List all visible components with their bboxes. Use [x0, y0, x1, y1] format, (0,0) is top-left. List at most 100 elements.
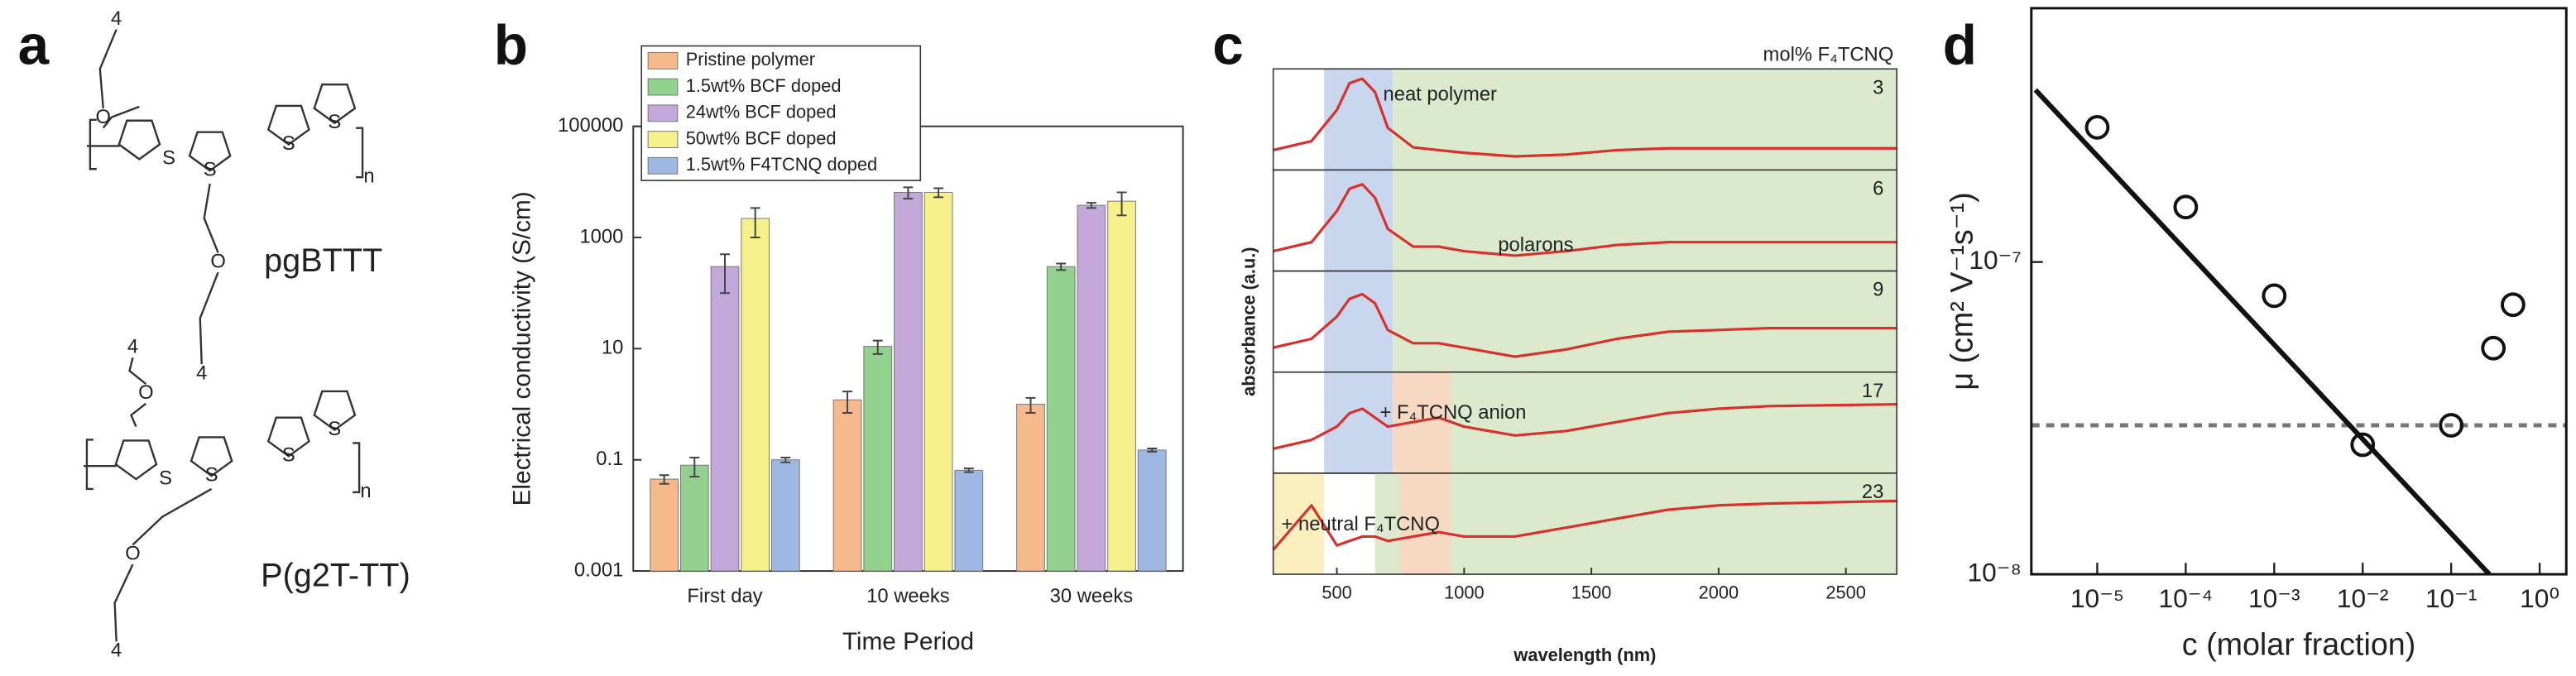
ring	[189, 436, 233, 477]
bar	[894, 191, 923, 572]
atom-label: S	[162, 147, 175, 170]
spectrum-line	[1273, 292, 1897, 358]
error-bar	[1086, 202, 1096, 209]
data-point	[2481, 335, 2506, 361]
bar	[1077, 204, 1106, 572]
error-bar	[780, 456, 791, 463]
error-bar	[963, 467, 974, 473]
x-tick-label: 10⁰	[2520, 583, 2559, 613]
y-axis-label: absorbance (a.u.)	[1239, 247, 1259, 396]
atom-label: 4	[127, 336, 138, 358]
band-region	[1374, 472, 1401, 575]
bar	[679, 464, 709, 572]
atom-label: 4	[196, 362, 207, 384]
fit-line	[2033, 88, 2492, 575]
error-bar	[689, 456, 700, 477]
chart-title: mol% F₄TCNQ	[1763, 44, 1894, 66]
bar	[650, 478, 679, 572]
annotation: + F₄TCNQ anion	[1380, 401, 1527, 424]
annotation: polarons	[1498, 234, 1573, 256]
x-axis-label: c (molar fraction)	[2182, 626, 2415, 661]
y-tick-label: 10	[602, 337, 623, 359]
band-region	[1393, 170, 1897, 271]
spectrum-line	[1272, 499, 1897, 551]
x-tick-label: 10⁻¹	[2425, 583, 2478, 613]
legend-swatch	[647, 131, 679, 148]
panel-letter: a	[18, 14, 50, 76]
error-bar	[1056, 262, 1067, 271]
x-tick-label: 2000	[1699, 583, 1739, 603]
ring	[266, 104, 310, 146]
data-point	[2084, 115, 2110, 140]
atom-label: S	[328, 111, 341, 133]
x-axis-label: Time Period	[842, 628, 974, 655]
legend-label: 50wt% BCF doped	[686, 127, 837, 148]
chain	[102, 105, 140, 129]
series-label: 9	[1873, 279, 1883, 301]
bar	[1137, 449, 1167, 572]
x-tick-label: 10⁻²	[2337, 583, 2389, 613]
legend-label: 24wt% BCF doped	[686, 102, 837, 122]
ring	[313, 390, 357, 432]
error-bar	[720, 253, 730, 295]
x-tick-label: 10⁻⁴	[2159, 583, 2214, 613]
error-bar	[659, 474, 669, 485]
y-axis-label: Electrical conductivity (S/cm)	[508, 191, 535, 506]
bar	[1107, 200, 1136, 572]
atom-label: S	[205, 463, 218, 486]
error-bar	[933, 187, 944, 199]
legend-swatch	[647, 156, 679, 175]
panel-letter: c	[1212, 14, 1244, 76]
structure-name: P(g2T-TT)	[261, 558, 410, 594]
atom-label: O	[125, 543, 141, 565]
x-tick-label: 1500	[1571, 583, 1612, 603]
x-tick-label: 10⁻⁵	[2070, 583, 2124, 613]
y-tick-label: 10⁻⁸	[1967, 557, 2021, 587]
bar	[710, 266, 740, 572]
structure-name: pgBTTT	[264, 242, 382, 279]
chain	[128, 357, 147, 385]
series-label: 23	[1862, 481, 1883, 503]
chain	[113, 563, 134, 642]
x-tick-label: 500	[1322, 583, 1351, 603]
bar	[1046, 266, 1076, 572]
chain	[130, 402, 147, 428]
bracket	[85, 439, 94, 491]
error-bar	[1147, 448, 1158, 453]
y-axis-label: μ (cm² V⁻¹s⁻¹)	[1944, 192, 1979, 390]
atom-label: S	[159, 467, 172, 489]
x-tick-label: 1000	[1444, 583, 1485, 603]
x-tick-label: 2500	[1825, 583, 1866, 603]
atom-label: n	[360, 480, 371, 502]
annotation: + neutral F₄TCNQ	[1282, 513, 1440, 535]
ring	[114, 439, 158, 481]
legend-label: 1.5wt% F4TCNQ doped	[686, 154, 877, 175]
band-region	[1273, 472, 1325, 575]
error-bar	[750, 207, 760, 239]
subplot-frame	[1272, 472, 1897, 575]
legend-box	[640, 45, 922, 181]
band-region	[1393, 271, 1897, 372]
series-label: 3	[1873, 76, 1883, 98]
atom-label: S	[204, 159, 217, 181]
error-bar	[1116, 191, 1127, 217]
error-bar	[1025, 396, 1036, 414]
panel-letter: d	[1943, 14, 1977, 76]
ring	[313, 83, 357, 125]
legend-swatch	[647, 51, 679, 70]
y-tick-label: 0.001	[574, 559, 624, 581]
plot-frame	[2030, 7, 2568, 576]
band-region	[1324, 271, 1394, 372]
atom-label: O	[210, 251, 225, 273]
y-tick-label: 100000	[558, 114, 623, 137]
band-region	[1324, 69, 1394, 170]
legend-swatch	[647, 104, 679, 122]
legend-swatch	[647, 78, 679, 96]
atom-label: S	[282, 132, 295, 155]
error-bar	[903, 186, 914, 200]
chain	[203, 183, 219, 253]
bar	[863, 346, 893, 572]
atom-label: n	[363, 165, 374, 187]
